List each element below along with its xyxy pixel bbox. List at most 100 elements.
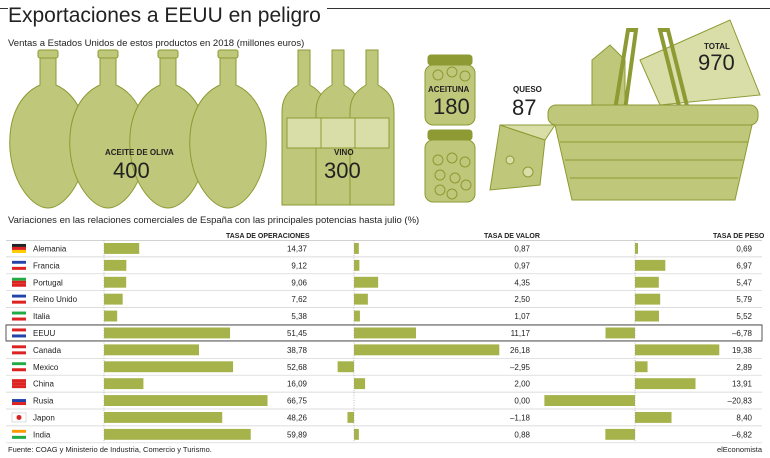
flag-icon <box>12 294 26 298</box>
bar <box>104 361 234 373</box>
data-label: 1,07 <box>514 312 530 321</box>
flag-icon <box>12 334 26 338</box>
data-label: 9,12 <box>291 261 307 270</box>
comparison-chart: Alemania 14,37 0,87 0,69 Francia 9,12 0,97 6,97… <box>5 240 763 444</box>
data-label: 0,00 <box>514 397 530 406</box>
data-label: 66,75 <box>287 397 308 406</box>
country-label: India <box>33 430 51 439</box>
product-value-wine: 300 <box>324 158 361 183</box>
bar <box>104 395 268 406</box>
bar <box>635 310 660 322</box>
bar <box>635 276 659 288</box>
country-label: Italia <box>33 312 50 321</box>
bar <box>354 378 366 390</box>
country-label: Mexico <box>33 363 59 372</box>
highlight-row-border <box>5 324 763 342</box>
bar <box>635 361 648 373</box>
page-title: Exportaciones a EEUU en peligro <box>8 4 327 28</box>
flag-icon <box>12 249 26 253</box>
flag-icon <box>12 300 26 304</box>
data-label: 7,62 <box>291 295 307 304</box>
flag-icon <box>12 317 26 321</box>
data-label: 26,18 <box>510 346 531 355</box>
country-label: Francia <box>33 261 60 270</box>
flag-icon <box>12 399 26 403</box>
bar <box>354 259 360 271</box>
bar <box>354 327 416 339</box>
flag-icon <box>12 266 26 270</box>
bar <box>104 276 127 288</box>
bar <box>104 243 140 254</box>
bar <box>544 395 635 406</box>
bar <box>354 276 379 288</box>
bar <box>104 259 127 271</box>
data-label: 2,00 <box>514 380 530 389</box>
flag-icon <box>12 348 26 352</box>
credit: elEconomista <box>716 445 762 454</box>
data-label: 2,89 <box>736 363 752 372</box>
flag-icon <box>12 280 26 284</box>
flag-icon <box>12 243 26 247</box>
product-label-cheese: QUESO <box>513 85 542 94</box>
basket-icon <box>547 19 761 201</box>
flag-icon <box>12 314 26 318</box>
country-label: China <box>33 380 54 389</box>
data-label: –6,78 <box>732 329 753 338</box>
data-label: 19,38 <box>732 346 753 355</box>
data-label: 0,88 <box>514 430 530 439</box>
data-label: 5,47 <box>736 278 752 287</box>
data-label: 4,35 <box>514 278 530 287</box>
flag-icon <box>12 432 26 436</box>
product-illustrations <box>9 19 761 209</box>
data-label: 0,87 <box>514 244 530 253</box>
flag-icon <box>12 402 26 406</box>
data-label: 52,68 <box>287 363 308 372</box>
data-label: –6,82 <box>732 430 753 439</box>
country-label: Rusia <box>33 397 54 406</box>
data-label: 5,79 <box>736 295 752 304</box>
data-label: –2,95 <box>510 363 531 372</box>
data-label: 16,09 <box>287 380 308 389</box>
flag-icon <box>12 283 26 287</box>
country-label: Canada <box>33 346 62 355</box>
flag-icon <box>12 385 26 389</box>
bar <box>104 412 223 423</box>
data-label: 5,52 <box>736 312 752 321</box>
flag-icon <box>12 351 26 355</box>
product-label-wine: VINO <box>334 148 354 157</box>
data-label: 5,38 <box>291 312 307 321</box>
flag-icon <box>12 382 26 386</box>
flag-icon <box>12 260 26 264</box>
source-note: Fuente: COAG y Ministerio de Industria, … <box>8 445 212 454</box>
flag-icon <box>12 362 26 366</box>
flag-icon <box>12 345 26 349</box>
bar <box>347 412 354 423</box>
flag-icon <box>12 365 26 369</box>
flag-icon <box>12 331 26 335</box>
flag-icon <box>12 368 26 372</box>
product-value-olive-oil: 400 <box>113 158 150 183</box>
header-peso: TASA DE PESO <box>713 233 765 240</box>
bar <box>354 243 359 254</box>
data-label: 59,89 <box>287 430 308 439</box>
data-label: 8,40 <box>736 413 752 422</box>
bar <box>354 344 500 356</box>
bar <box>104 344 200 356</box>
data-label: 0,97 <box>514 261 530 270</box>
bar <box>635 378 696 390</box>
flag-icon <box>12 429 26 433</box>
flag-icon <box>12 311 26 315</box>
header-valor: TASA DE VALOR <box>484 233 540 240</box>
country-label: Reino Unido <box>33 295 78 304</box>
bar <box>635 293 661 305</box>
flag-icon <box>12 435 26 439</box>
bar <box>354 428 359 440</box>
bar <box>104 378 144 390</box>
flag-icon <box>12 277 26 281</box>
bar <box>104 428 251 440</box>
data-label: –1,18 <box>510 413 531 422</box>
product-value-total: 970 <box>698 50 735 75</box>
data-label: 6,97 <box>736 261 752 270</box>
data-label: 51,45 <box>287 329 308 338</box>
flag-icon <box>12 328 26 332</box>
